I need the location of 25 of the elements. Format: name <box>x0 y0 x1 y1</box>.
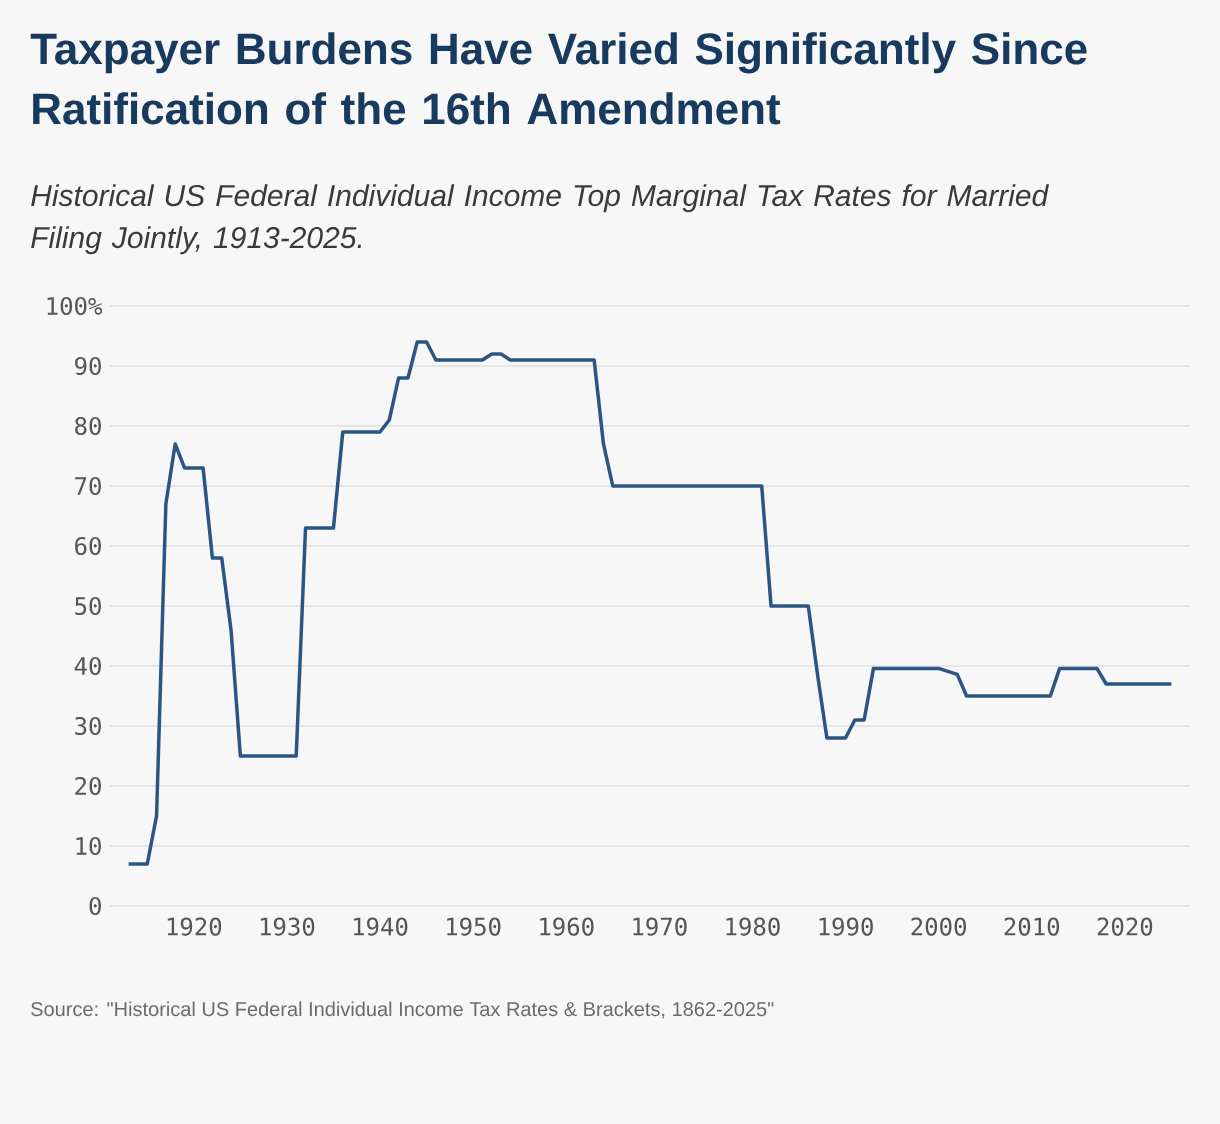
x-tick-label: 1920 <box>167 917 222 936</box>
y-tick-label: 10 <box>76 836 101 856</box>
x-tick-label: 1940 <box>353 917 408 936</box>
y-tick-label: 0 <box>89 896 101 916</box>
y-tick-label: 20 <box>75 776 101 796</box>
x-tick-label: 2010 <box>1004 917 1060 936</box>
x-tick-label: 1970 <box>633 917 687 936</box>
source-note: Source: "Historical US Federal Individual Income Tax Rates & Brackets, 1862-2025" <box>31 1001 774 1019</box>
x-tick-label: 1990 <box>819 917 873 936</box>
y-tick-label: 80 <box>75 416 101 436</box>
y-tick-label: 60 <box>75 536 101 556</box>
x-tick-label: 1980 <box>726 917 780 936</box>
x-tick-label: 2020 <box>1097 917 1153 936</box>
x-tick-label: 1930 <box>260 917 315 936</box>
y-tick-label: 50 <box>75 596 101 616</box>
y-tick-label: 40 <box>74 656 101 676</box>
chart-subtitle: Historical US Federal Individual Income Top Marginal Tax Rates for Married Filing Jointly, 1913-2025. <box>31 184 1050 255</box>
y-tick-label: 90 <box>75 356 101 376</box>
x-tick-label: 1950 <box>447 917 501 936</box>
x-tick-label: 2000 <box>911 917 966 936</box>
y-tick-label: 70 <box>75 476 101 496</box>
y-tick-label: 100% <box>47 296 103 316</box>
chart-title: Taxpayer Burdens Have Varied Significantly Since Ratification of the 16th Amendment <box>30 32 1087 125</box>
y-tick-label: 30 <box>75 716 101 736</box>
x-tick-label: 1960 <box>540 917 594 936</box>
